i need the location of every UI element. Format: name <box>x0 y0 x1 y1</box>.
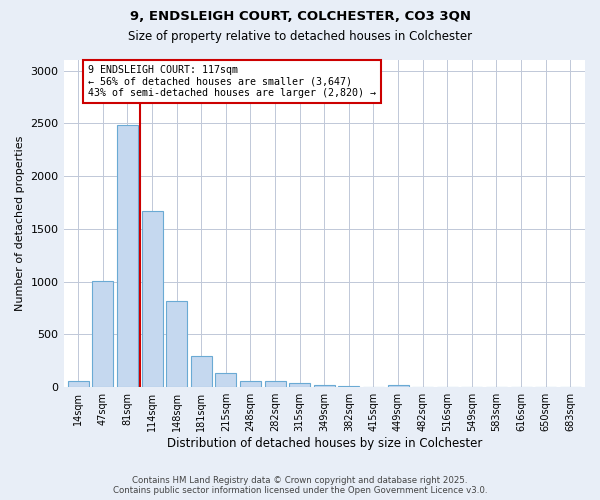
Text: Contains public sector information licensed under the Open Government Licence v3: Contains public sector information licen… <box>113 486 487 495</box>
Bar <box>240 381 261 387</box>
Bar <box>215 374 236 387</box>
Text: Contains HM Land Registry data © Crown copyright and database right 2025.: Contains HM Land Registry data © Crown c… <box>132 476 468 485</box>
Bar <box>142 211 163 387</box>
Text: 9, ENDSLEIGH COURT, COLCHESTER, CO3 3QN: 9, ENDSLEIGH COURT, COLCHESTER, CO3 3QN <box>130 10 470 23</box>
Bar <box>388 385 409 387</box>
X-axis label: Distribution of detached houses by size in Colchester: Distribution of detached houses by size … <box>167 437 482 450</box>
Bar <box>289 383 310 387</box>
Y-axis label: Number of detached properties: Number of detached properties <box>15 136 25 312</box>
Bar <box>68 382 89 387</box>
Text: 9 ENDSLEIGH COURT: 117sqm
← 56% of detached houses are smaller (3,647)
43% of se: 9 ENDSLEIGH COURT: 117sqm ← 56% of detac… <box>88 66 376 98</box>
Bar <box>117 126 138 387</box>
Bar <box>166 300 187 387</box>
Bar <box>191 356 212 387</box>
Bar <box>92 281 113 387</box>
Bar <box>314 384 335 387</box>
Text: Size of property relative to detached houses in Colchester: Size of property relative to detached ho… <box>128 30 472 43</box>
Bar <box>338 386 359 387</box>
Bar <box>265 382 286 387</box>
